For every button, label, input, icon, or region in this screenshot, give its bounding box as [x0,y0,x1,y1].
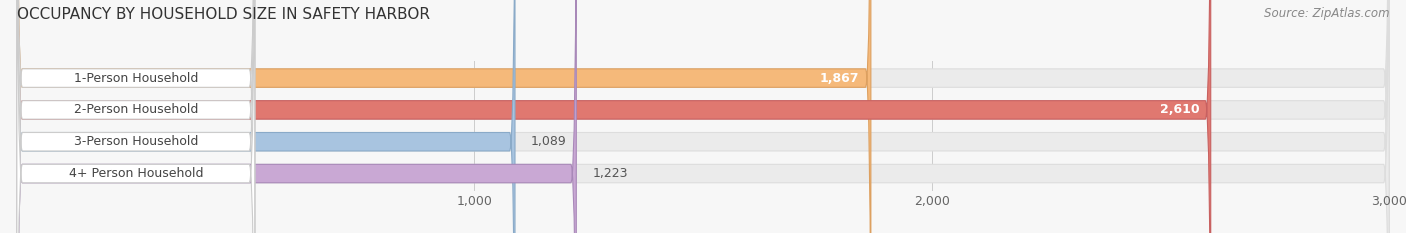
Text: 2-Person Household: 2-Person Household [73,103,198,116]
Text: 1,867: 1,867 [820,72,859,85]
FancyBboxPatch shape [17,0,1389,233]
Text: 2,610: 2,610 [1160,103,1199,116]
Text: Source: ZipAtlas.com: Source: ZipAtlas.com [1264,7,1389,20]
FancyBboxPatch shape [17,0,254,233]
FancyBboxPatch shape [17,0,1389,233]
FancyBboxPatch shape [17,0,515,233]
Text: 1,223: 1,223 [592,167,628,180]
Text: 1-Person Household: 1-Person Household [73,72,198,85]
FancyBboxPatch shape [17,0,254,233]
Text: OCCUPANCY BY HOUSEHOLD SIZE IN SAFETY HARBOR: OCCUPANCY BY HOUSEHOLD SIZE IN SAFETY HA… [17,7,430,22]
FancyBboxPatch shape [17,0,576,233]
Text: 4+ Person Household: 4+ Person Household [69,167,202,180]
FancyBboxPatch shape [17,0,254,233]
FancyBboxPatch shape [17,0,870,233]
FancyBboxPatch shape [17,0,1211,233]
FancyBboxPatch shape [17,0,1389,233]
Text: 3-Person Household: 3-Person Household [73,135,198,148]
FancyBboxPatch shape [17,0,1389,233]
FancyBboxPatch shape [17,0,254,233]
Text: 1,089: 1,089 [531,135,567,148]
